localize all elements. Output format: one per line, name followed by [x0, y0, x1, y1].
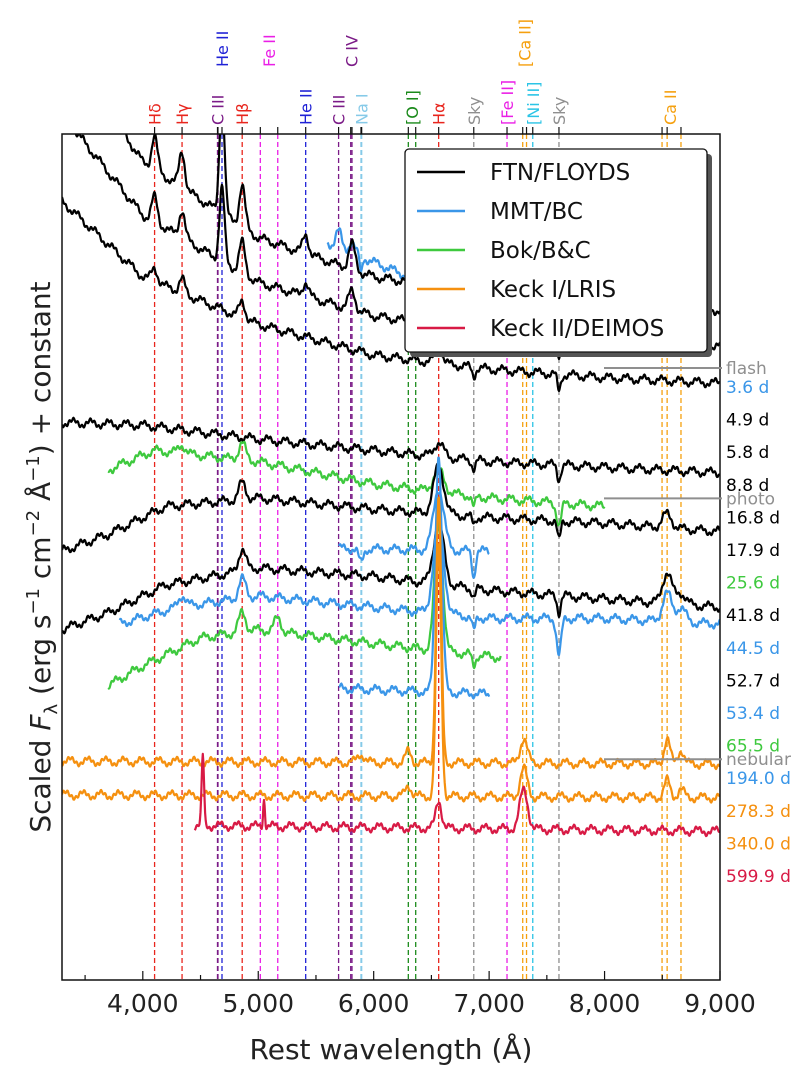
legend-label-keck-ii-deimos: Keck II/DEIMOS — [490, 316, 664, 342]
phase-nebular-label: nebular — [726, 750, 791, 770]
spectrum-194-0-d — [62, 496, 720, 771]
legend-label-bok-b-c: Bok/B&C — [490, 238, 591, 264]
epoch-label-16-8-d: 16.8 d — [726, 508, 780, 528]
line-id-ni-ii-label: [Ni II] — [524, 82, 543, 125]
line-id-h-label: Hα — [430, 102, 449, 125]
line-id-he-ii-label: He II — [213, 31, 232, 67]
x-axis: 4,000 5,000 6,000 7,000 8,000 9,000 — [84, 971, 756, 1018]
x-tick-label: 7,000 — [453, 989, 525, 1018]
epoch-label-41-8-d: 41.8 d — [726, 606, 780, 626]
epoch-labels: 3.6 d 4.9 d 5.8 d 8.8 d 16.8 d 17.9 d 25.6 d 41… — [604, 359, 791, 887]
line-id-sky-label: Sky — [550, 97, 569, 125]
epoch-label-25-6-d: 25.6 d — [726, 574, 780, 594]
line-id-fe-ii-label: [Fe II] — [498, 80, 517, 125]
line-id-ca-ii-label: Ca II — [661, 90, 680, 126]
epoch-label-4-9-d: 4.9 d — [726, 411, 769, 431]
spectrum-16-8-d — [62, 416, 720, 484]
x-tick-label: 4,000 — [107, 989, 179, 1018]
phase-photo-label: photo — [726, 489, 775, 509]
spectrum-41-8-d — [338, 491, 490, 579]
epoch-label-65-5-d: 65.5 d — [726, 737, 780, 757]
legend-label-keck-i-lris: Keck I/LRIS — [490, 277, 616, 303]
epoch-label-278-3-d: 278.3 d — [726, 802, 791, 822]
line-id-c-iii-label: C III — [330, 95, 349, 125]
spectrum-25-6-d — [62, 462, 720, 554]
spectrum-17-9-d — [107, 440, 606, 527]
line-id-ca-ii-label: [Ca II] — [516, 19, 535, 67]
legend: FTN/FLOYDS MMT/BC Bok/B&C Keck I/LRIS Keck I… — [404, 148, 712, 357]
line-id-fe-ii-label: Fe II — [260, 34, 279, 67]
epoch-label-5-8-d: 5.8 d — [726, 443, 769, 463]
legend-label-ftn-floyds: FTN/FLOYDS — [490, 160, 630, 186]
x-tick-label: 5,000 — [222, 989, 294, 1018]
spectrum-44-5-d — [62, 520, 720, 635]
line-id-na-i-label: Na I — [352, 93, 371, 125]
line-id-he-ii-label: He II — [297, 89, 316, 125]
epoch-label-53-4-d: 53.4 d — [726, 704, 780, 724]
x-tick-label: 6,000 — [338, 989, 410, 1018]
x-tick-label: 8,000 — [569, 989, 641, 1018]
y-axis-title: Scaled Fλ (erg s−1 cm−2 Å−1) + constant — [23, 281, 62, 832]
epoch-label-44-5-d: 44.5 d — [726, 639, 780, 659]
spectrum-8-8-d — [62, 196, 720, 393]
line-id-h-label: Hβ — [233, 103, 252, 125]
x-axis-title: Rest wavelength (Å) — [250, 1032, 533, 1066]
epoch-label-194-0-d: 194.0 d — [726, 769, 791, 789]
epoch-label-599-9-d: 599.9 d — [726, 867, 791, 887]
plot-frame — [61, 133, 721, 981]
line-id-h-label: Hγ — [173, 104, 192, 126]
line-id-c-iv-label: C IV — [342, 35, 361, 67]
spectrum-65-5-d — [338, 456, 491, 700]
spectrum-340-0-d — [193, 752, 720, 838]
legend-box — [404, 148, 708, 353]
epoch-label-8-8-d: 8.8 d — [726, 476, 769, 496]
line-id-c-iii-label: C III — [209, 95, 228, 125]
epoch-label-3-6-d: 3.6 d — [726, 378, 769, 398]
spectra-series — [62, 134, 720, 838]
line-id-h-label: Hδ — [146, 103, 165, 125]
spectrum-278-3-d — [62, 543, 720, 804]
line-id-o-i-label: [O I] — [403, 90, 422, 125]
line-id-sky-label: Sky — [465, 97, 484, 125]
epoch-label-340-0-d: 340.0 d — [726, 834, 791, 854]
x-tick-label: 9,000 — [684, 989, 756, 1018]
epoch-label-52-7-d: 52.7 d — [726, 671, 780, 691]
spectrum-52-7-d — [118, 518, 720, 657]
epoch-label-17-9-d: 17.9 d — [726, 541, 780, 561]
legend-label-mmt-bc: MMT/BC — [490, 199, 583, 225]
phase-flash-label: flash — [726, 359, 767, 379]
